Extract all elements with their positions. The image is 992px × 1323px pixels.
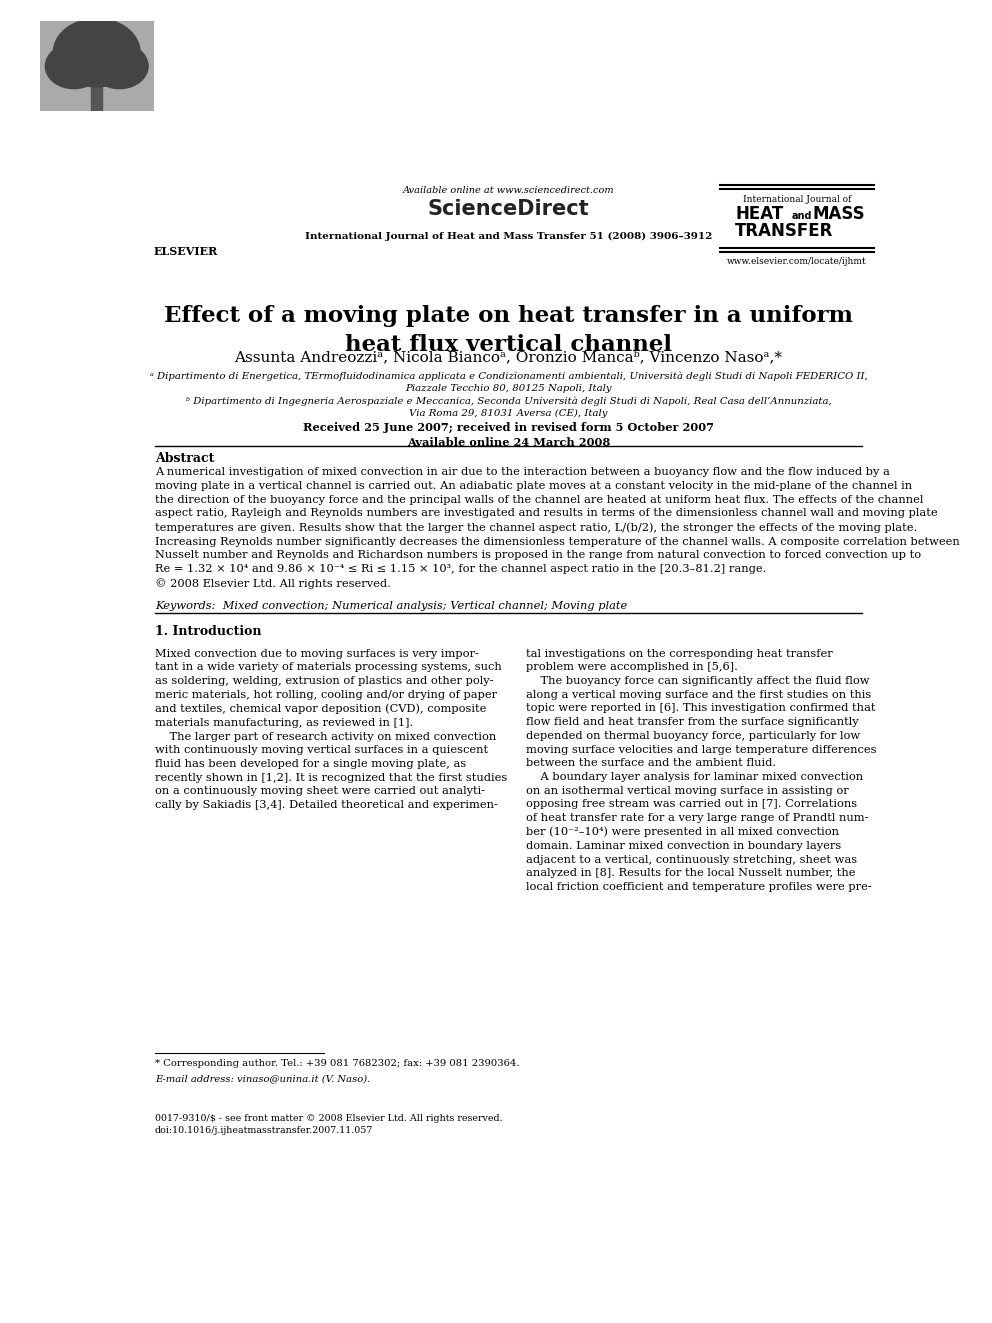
- Circle shape: [91, 44, 148, 89]
- Text: Effect of a moving plate on heat transfer in a uniform
heat flux vertical channe: Effect of a moving plate on heat transfe…: [164, 306, 853, 356]
- Circle shape: [54, 19, 140, 87]
- Text: 0017-9310/$ - see front matter © 2008 Elsevier Ltd. All rights reserved.
doi:10.: 0017-9310/$ - see front matter © 2008 El…: [155, 1114, 502, 1135]
- Text: and: and: [792, 210, 811, 221]
- Text: www.elsevier.com/locate/ijhmt: www.elsevier.com/locate/ijhmt: [727, 257, 867, 266]
- Text: Assunta Andreozziᵃ, Nicola Biancoᵃ, Oronzio Mancaᵇ, Vincenzo Nasoᵃ,*: Assunta Andreozziᵃ, Nicola Biancoᵃ, Oron…: [234, 351, 783, 364]
- Bar: [91, 79, 102, 111]
- Text: E-mail address: vinaso@unina.it (V. Naso).: E-mail address: vinaso@unina.it (V. Naso…: [155, 1074, 370, 1084]
- Circle shape: [46, 44, 102, 89]
- Text: tal investigations on the corresponding heat transfer
problem were accomplished : tal investigations on the corresponding …: [526, 648, 877, 892]
- Text: Received 25 June 2007; received in revised form 5 October 2007
Available online : Received 25 June 2007; received in revis…: [303, 422, 714, 448]
- Text: 1. Introduction: 1. Introduction: [155, 626, 261, 638]
- Text: International Journal of Heat and Mass Transfer 51 (2008) 3906–3912: International Journal of Heat and Mass T…: [305, 232, 712, 241]
- Text: Keywords:  Mixed convection; Numerical analysis; Vertical channel; Moving plate: Keywords: Mixed convection; Numerical an…: [155, 601, 627, 611]
- Text: ᵃ Dipartimento di Energetica, TErmofluidodinamica applicata e Condizionamenti am: ᵃ Dipartimento di Energetica, TErmofluid…: [150, 372, 867, 393]
- Text: HEAT: HEAT: [735, 205, 784, 222]
- Text: MASS: MASS: [812, 205, 865, 222]
- Text: International Journal of: International Journal of: [743, 194, 851, 204]
- Text: Available online at www.sciencedirect.com: Available online at www.sciencedirect.co…: [403, 187, 614, 196]
- Text: ScienceDirect: ScienceDirect: [428, 198, 589, 218]
- Text: ELSEVIER: ELSEVIER: [154, 246, 217, 257]
- Text: A numerical investigation of mixed convection in air due to the interaction betw: A numerical investigation of mixed conve…: [155, 467, 959, 589]
- Text: Mixed convection due to moving surfaces is very impor-
tant in a wide variety of: Mixed convection due to moving surfaces …: [155, 648, 507, 810]
- Text: * Corresponding author. Tel.: +39 081 7682302; fax: +39 081 2390364.: * Corresponding author. Tel.: +39 081 76…: [155, 1060, 519, 1068]
- Text: ᵇ Dipartimento di Ingegneria Aerospaziale e Meccanica, Seconda Università degli : ᵇ Dipartimento di Ingegneria Aerospazial…: [186, 396, 831, 418]
- Text: TRANSFER: TRANSFER: [735, 222, 833, 241]
- Text: Abstract: Abstract: [155, 452, 214, 466]
